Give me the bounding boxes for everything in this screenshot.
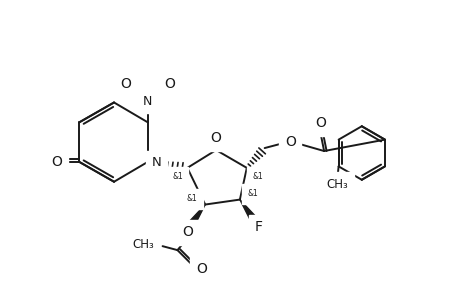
Text: &1: &1 bbox=[253, 172, 263, 181]
Text: &1: &1 bbox=[172, 172, 183, 181]
Text: CH₃: CH₃ bbox=[132, 238, 154, 251]
Text: N: N bbox=[143, 95, 152, 108]
Text: O: O bbox=[182, 225, 193, 239]
Text: O: O bbox=[164, 77, 175, 91]
Text: O: O bbox=[196, 262, 207, 276]
Text: CH₃: CH₃ bbox=[327, 178, 349, 191]
Text: &1: &1 bbox=[248, 189, 258, 198]
Text: &1: &1 bbox=[187, 194, 197, 203]
Text: F: F bbox=[255, 220, 263, 234]
Text: O: O bbox=[316, 116, 327, 130]
Polygon shape bbox=[240, 200, 257, 221]
Text: O: O bbox=[121, 77, 131, 91]
Polygon shape bbox=[188, 205, 205, 226]
Text: O: O bbox=[51, 155, 62, 169]
Text: O: O bbox=[285, 135, 296, 149]
Text: N: N bbox=[152, 156, 162, 169]
Text: O: O bbox=[211, 131, 222, 145]
